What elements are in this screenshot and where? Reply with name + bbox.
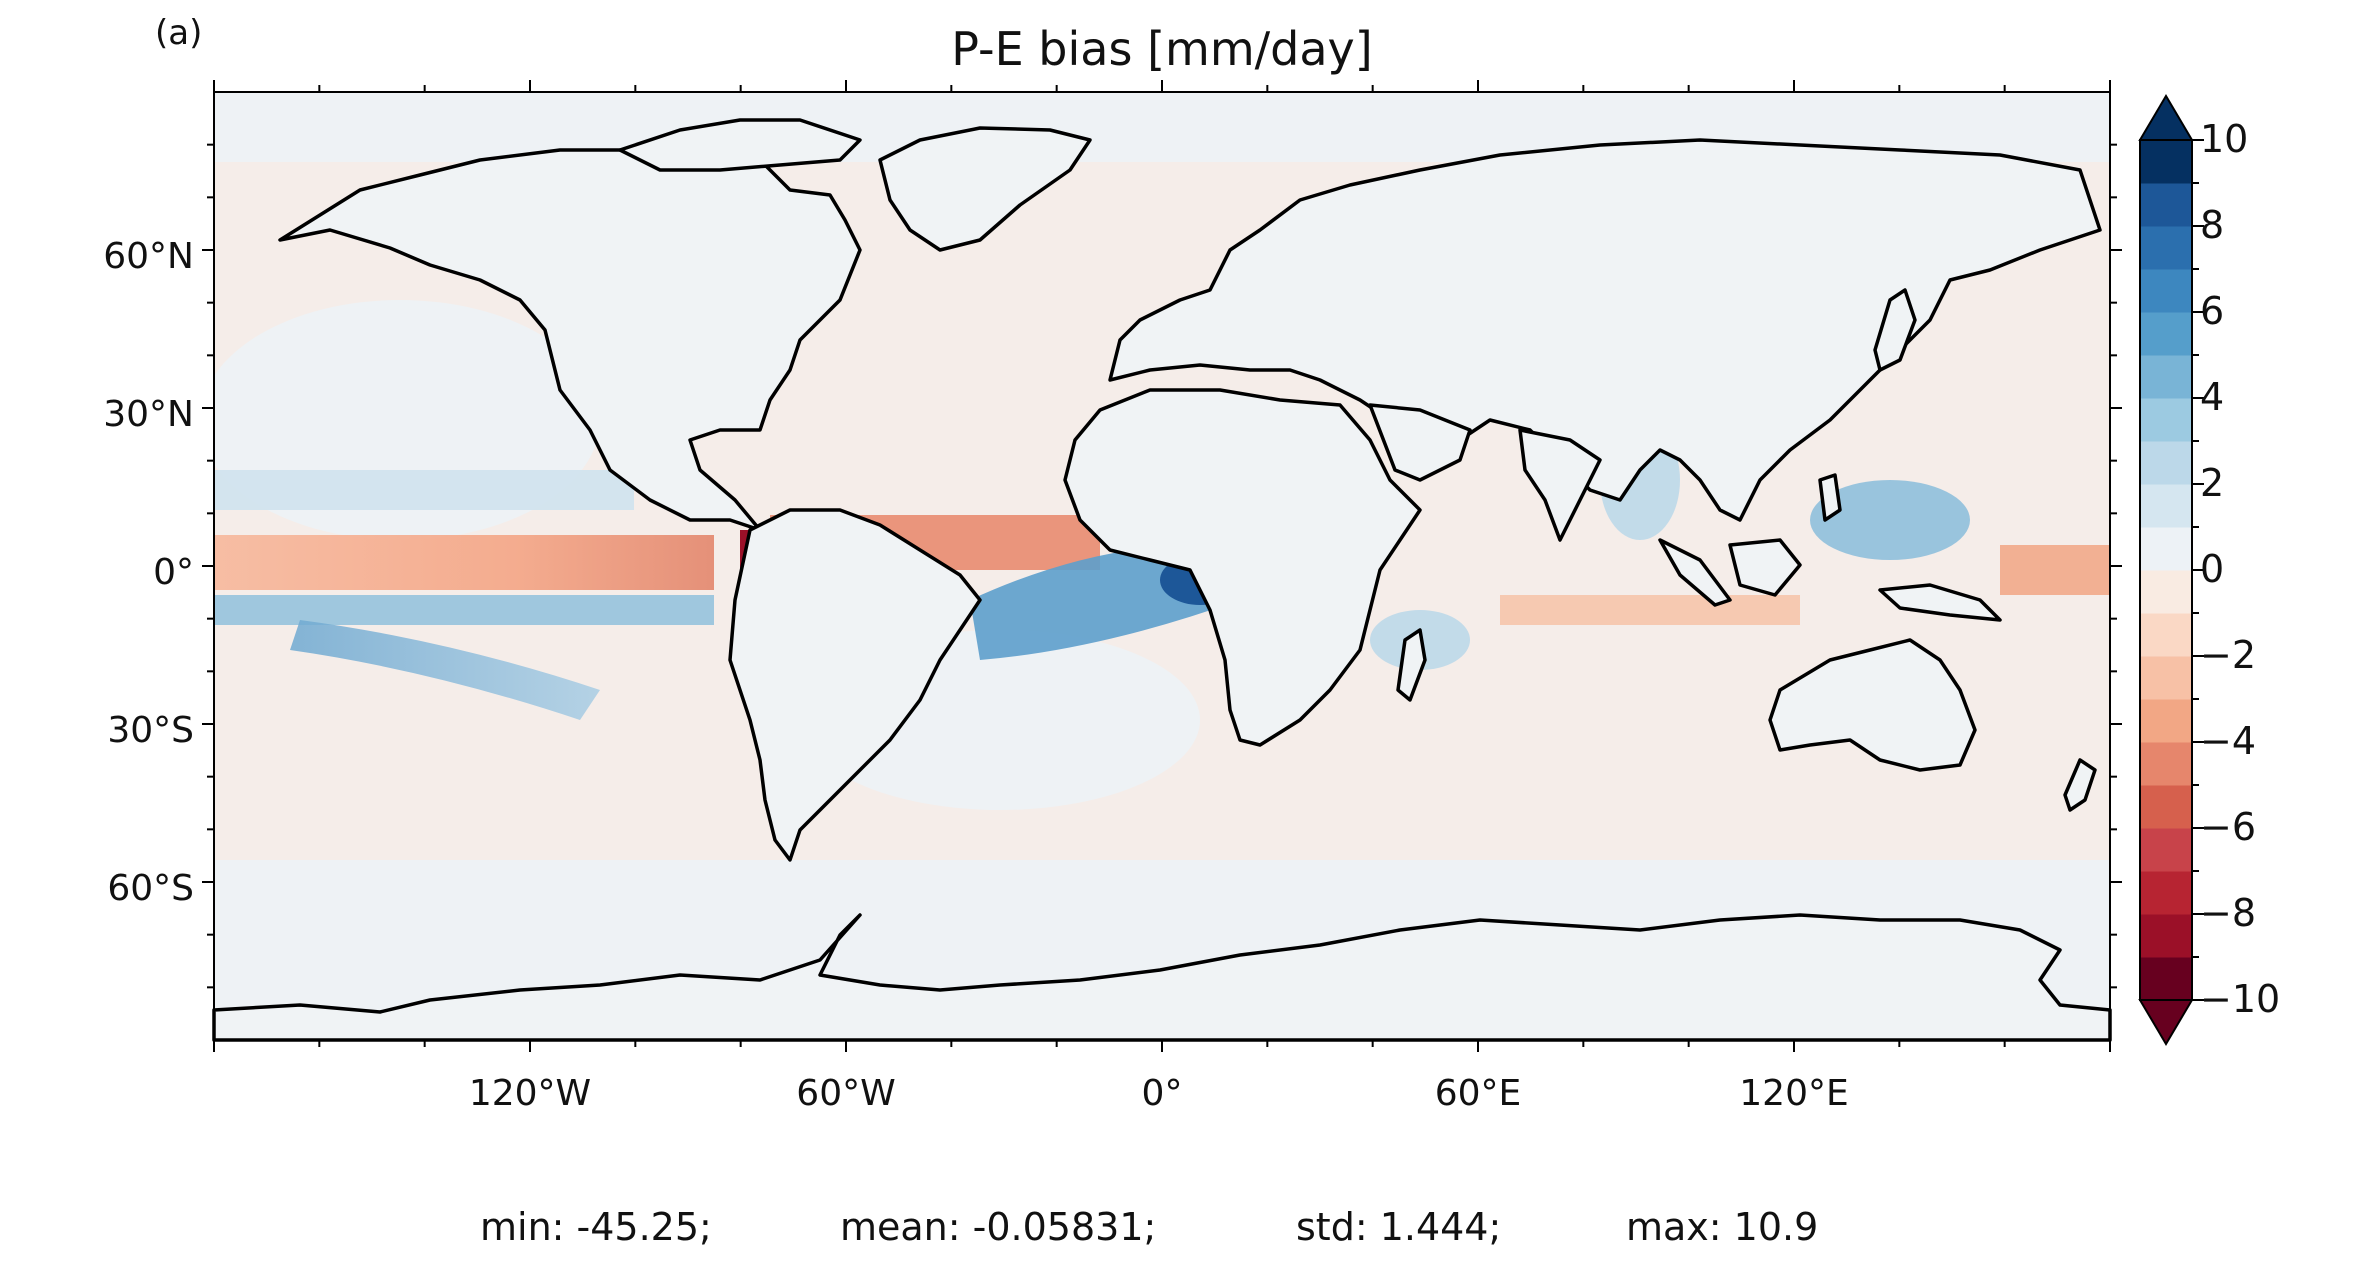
y-tick-label: 60°S bbox=[107, 868, 194, 909]
japan bbox=[1873, 288, 1917, 372]
y-tick-labels: 60°N 30°N 0° 30°S 60°S bbox=[103, 236, 194, 909]
colorbar-tick-labels: 10 8 6 4 2 0 −2 −4 −6 −8 −10 bbox=[2200, 117, 2280, 1021]
colorbar-segment bbox=[2140, 871, 2192, 915]
colorbar-tick-label: 8 bbox=[2200, 203, 2224, 247]
east-wp-band bbox=[2000, 545, 2110, 595]
stat-std: std: 1.444; bbox=[1296, 1205, 1501, 1249]
spcz-blue-band bbox=[290, 620, 600, 720]
colorbar-segment bbox=[2140, 570, 2192, 614]
y-tick-label: 0° bbox=[153, 552, 194, 593]
colorbar-tick-label: −4 bbox=[2200, 719, 2256, 763]
x-tick-label: 0° bbox=[1142, 1073, 1183, 1114]
pacific-eq-blue-band bbox=[214, 595, 714, 625]
india bbox=[1518, 428, 1602, 542]
colorbar-tick-label: 4 bbox=[2200, 375, 2224, 419]
indian-band bbox=[1500, 595, 1800, 625]
colorbar-segment bbox=[2140, 828, 2192, 872]
colorbar-extend-max bbox=[2138, 94, 2194, 141]
colorbar-segment bbox=[2140, 355, 2192, 399]
colorbar-tick-label: 2 bbox=[2200, 461, 2224, 505]
arctic-islands bbox=[618, 118, 862, 172]
y-tick-label: 60°N bbox=[103, 236, 194, 277]
colorbar-segment bbox=[2140, 957, 2192, 1001]
new-zealand bbox=[2063, 758, 2097, 812]
sumatra bbox=[1658, 538, 1732, 607]
x-tick-label: 120°W bbox=[469, 1073, 591, 1114]
colorbar-segment bbox=[2140, 183, 2192, 227]
colorbar-segment bbox=[2140, 742, 2192, 786]
colorbar-extend-min bbox=[2138, 999, 2194, 1046]
colorbar-segment bbox=[2140, 269, 2192, 313]
chart-title: P-E bias [mm/day] bbox=[951, 22, 1372, 76]
colorbar-tick-label: 0 bbox=[2200, 547, 2224, 591]
y-tick-label: 30°N bbox=[103, 394, 194, 435]
pacific-itcz-band bbox=[214, 535, 714, 590]
x-tick-label: 120°E bbox=[1739, 1073, 1848, 1114]
colorbar-tick-label: 10 bbox=[2200, 117, 2248, 161]
colorbar-segment bbox=[2140, 613, 2192, 657]
colorbar-segment bbox=[2140, 398, 2192, 442]
colorbar-tick-label: −8 bbox=[2200, 891, 2256, 935]
colorbar-segment bbox=[2140, 484, 2192, 528]
colorbar-segment bbox=[2140, 656, 2192, 700]
stat-mean: mean: -0.05831; bbox=[840, 1205, 1156, 1249]
panel-label: (a) bbox=[155, 13, 202, 53]
colorbar-segment bbox=[2140, 140, 2192, 184]
colorbar-tick-label: −2 bbox=[2200, 633, 2256, 677]
africa bbox=[1063, 388, 1422, 747]
stat-min: min: -45.25; bbox=[480, 1205, 712, 1249]
warm-pool-blue bbox=[1810, 480, 1970, 560]
antarctica bbox=[212, 913, 2112, 1042]
arabia bbox=[1368, 403, 1472, 482]
stats-line: min: -45.25; mean: -0.05831; std: 1.444;… bbox=[480, 1205, 1818, 1249]
philippines bbox=[1818, 473, 1842, 522]
madagascar bbox=[1396, 628, 1427, 702]
x-tick-label: 60°E bbox=[1435, 1073, 1522, 1114]
colorbar-tick-label: 6 bbox=[2200, 289, 2224, 333]
colorbar-segment bbox=[2140, 699, 2192, 743]
colorbar-tick-label: −10 bbox=[2200, 977, 2280, 1021]
stat-max: max: 10.9 bbox=[1626, 1205, 1818, 1249]
y-tick-label: 30°S bbox=[107, 710, 194, 751]
x-tick-labels: 120°W 60°W 0° 60°E 120°E bbox=[469, 1073, 1849, 1114]
new-guinea bbox=[1878, 583, 2002, 622]
north-pacific-blue bbox=[214, 470, 634, 510]
x-tick-label: 60°W bbox=[796, 1073, 895, 1114]
colorbar bbox=[2138, 94, 2204, 1046]
colorbar-tick-label: −6 bbox=[2200, 805, 2256, 849]
colorbar-segment bbox=[2140, 914, 2192, 958]
greenland bbox=[878, 126, 1092, 252]
colorbar-segment bbox=[2140, 226, 2192, 270]
coastlines bbox=[212, 118, 2112, 1042]
colorbar-segment bbox=[2140, 785, 2192, 829]
south-america bbox=[728, 508, 982, 862]
colorbar-segment bbox=[2140, 441, 2192, 485]
borneo bbox=[1728, 538, 1802, 597]
colorbar-segment bbox=[2140, 527, 2192, 571]
axis-ticks bbox=[202, 80, 2122, 1052]
colorbar-segment bbox=[2140, 312, 2192, 356]
australia bbox=[1768, 638, 1977, 772]
